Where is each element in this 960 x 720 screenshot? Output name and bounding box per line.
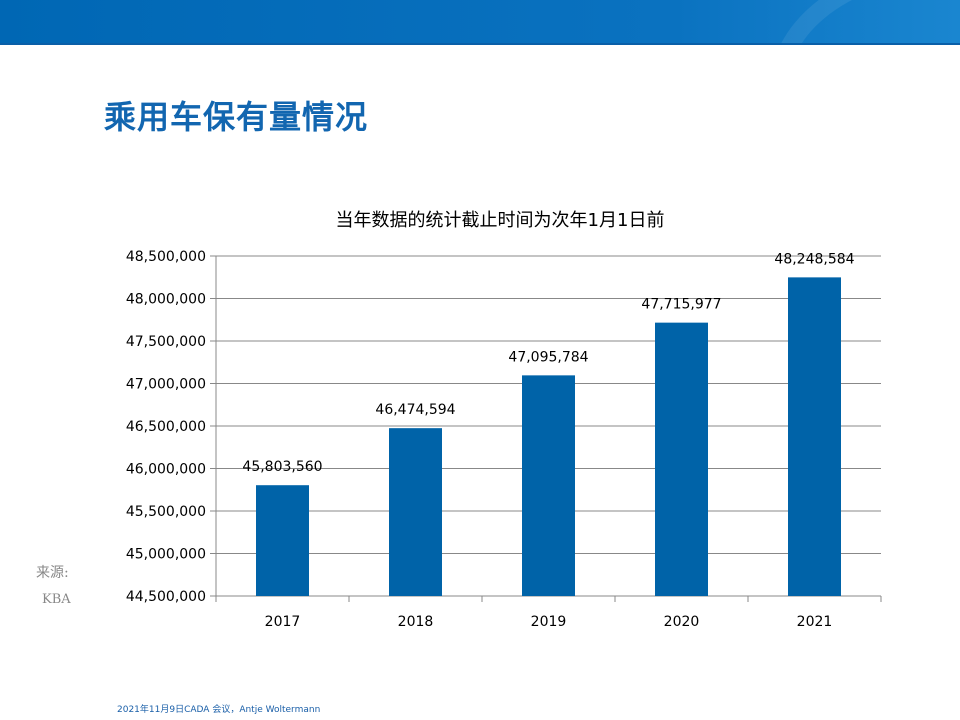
x-tick-label: 2019	[531, 614, 567, 630]
bar	[256, 485, 309, 596]
footer-text: 2021年11月9日CADA 会议，Antje Woltermann	[117, 705, 321, 715]
bar	[788, 277, 841, 596]
bar	[522, 375, 575, 596]
header-bar	[0, 0, 960, 45]
y-tick-label: 47,500,000	[126, 334, 206, 350]
data-label: 47,715,977	[641, 297, 721, 313]
y-tick-label: 45,000,000	[126, 547, 206, 563]
bar	[389, 428, 442, 596]
x-tick-label: 2021	[797, 614, 833, 630]
y-tick-label: 47,000,000	[126, 377, 206, 393]
x-tick-label: 2020	[664, 614, 700, 630]
x-tick-label: 2017	[265, 614, 301, 630]
y-tick-label: 46,500,000	[126, 419, 206, 435]
x-tick-label: 2018	[398, 614, 434, 630]
bar	[655, 322, 708, 596]
y-tick-label: 48,500,000	[126, 249, 206, 265]
data-label: 45,803,560	[242, 459, 322, 475]
y-tick-label: 44,500,000	[126, 589, 206, 605]
data-label: 47,095,784	[508, 349, 588, 365]
data-label: 46,474,594	[375, 402, 455, 418]
source-value: KBA	[42, 592, 71, 607]
y-tick-label: 46,000,000	[126, 462, 206, 478]
y-tick-label: 45,500,000	[126, 504, 206, 520]
y-tick-label: 48,000,000	[126, 292, 206, 308]
source-label: 来源:	[36, 565, 69, 581]
page-title: 乘用车保有量情况	[104, 98, 369, 136]
chart-title: 当年数据的统计截止时间为次年1月1日前	[336, 210, 665, 231]
data-label: 48,248,584	[774, 251, 854, 267]
